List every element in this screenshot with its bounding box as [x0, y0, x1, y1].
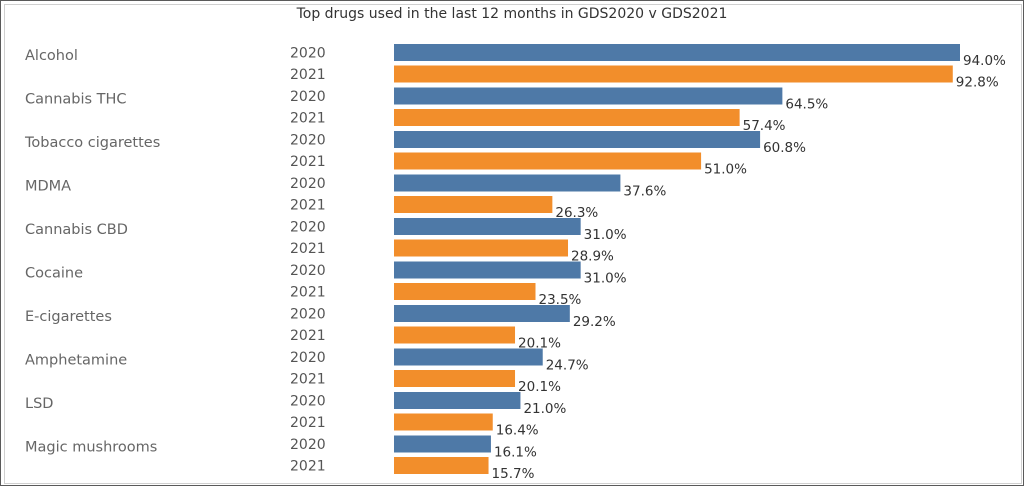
series-label-2021: 2021	[290, 67, 326, 83]
series-label-2021: 2021	[290, 198, 326, 214]
series-label-2021: 2021	[290, 154, 326, 170]
series-label-2021: 2021	[290, 372, 326, 388]
data-label-amphetamine-2020: 24.7%	[546, 358, 589, 374]
category-label-lsd: LSD	[25, 396, 53, 412]
data-label-e-cigarettes-2020: 29.2%	[573, 314, 616, 330]
category-label-tobacco-cigarettes: Tobacco cigarettes	[24, 135, 160, 151]
chart-title: Top drugs used in the last 12 months in …	[296, 6, 728, 22]
data-label-amphetamine-2021: 20.1%	[518, 379, 561, 395]
bar-cannabis-thc-2020	[394, 87, 783, 105]
series-label-2020: 2020	[290, 437, 326, 453]
bar-cocaine-2020	[394, 261, 581, 279]
bar-cannabis-cbd-2020	[394, 218, 581, 235]
bar-cannabis-cbd-2021	[394, 239, 569, 257]
category-label-e-cigarettes: E-cigarettes	[25, 309, 112, 325]
data-label-lsd-2021: 16.4%	[496, 423, 539, 439]
bar-alcohol-2021	[394, 65, 953, 83]
series-label-2020: 2020	[290, 176, 326, 192]
data-label-cocaine-2020: 31.0%	[584, 271, 627, 287]
category-label-cocaine: Cocaine	[25, 266, 83, 282]
bar-cannabis-thc-2021	[394, 109, 740, 126]
series-label-2021: 2021	[290, 241, 326, 257]
bar-tobacco-cigarettes-2020	[394, 131, 761, 148]
series-label-2020: 2020	[290, 46, 326, 62]
series-label-2021: 2021	[290, 415, 326, 431]
bar-e-cigarettes-2021	[394, 326, 516, 344]
data-label-magic-mushrooms-2020: 16.1%	[494, 445, 537, 461]
data-label-cannabis-thc-2020: 64.5%	[785, 97, 828, 113]
bar-lsd-2020	[394, 392, 521, 409]
bar-magic-mushrooms-2021	[394, 457, 489, 474]
data-label-cannabis-cbd-2021: 28.9%	[571, 249, 614, 265]
data-label-alcohol-2021: 92.8%	[956, 75, 999, 91]
bar-magic-mushrooms-2020	[394, 435, 491, 453]
data-label-cannabis-thc-2021: 57.4%	[743, 118, 786, 134]
bar-amphetamine-2020	[394, 348, 543, 366]
bar-mdma-2020	[394, 174, 621, 192]
series-label-2020: 2020	[290, 394, 326, 410]
bar-cocaine-2021	[394, 283, 536, 300]
series-label-2021: 2021	[290, 459, 326, 475]
series-label-2021: 2021	[290, 111, 326, 127]
data-label-e-cigarettes-2021: 20.1%	[518, 336, 561, 352]
series-label-2020: 2020	[290, 307, 326, 323]
data-label-cannabis-cbd-2020: 31.0%	[584, 227, 627, 243]
bar-alcohol-2020	[394, 44, 960, 61]
category-label-magic-mushrooms: Magic mushrooms	[25, 440, 157, 456]
data-label-tobacco-cigarettes-2021: 51.0%	[704, 162, 747, 178]
chart-inner-border	[4, 4, 1022, 484]
category-label-mdma: MDMA	[25, 179, 71, 195]
bar-mdma-2021	[394, 196, 553, 213]
series-label-2021: 2021	[290, 328, 326, 344]
data-label-mdma-2020: 37.6%	[623, 184, 666, 200]
series-label-2020: 2020	[290, 133, 326, 149]
category-label-alcohol: Alcohol	[25, 48, 78, 64]
series-label-2020: 2020	[290, 350, 326, 366]
series-label-2021: 2021	[290, 285, 326, 301]
data-label-alcohol-2020: 94.0%	[963, 53, 1006, 69]
category-label-amphetamine: Amphetamine	[25, 353, 127, 369]
series-label-2020: 2020	[290, 263, 326, 279]
bar-tobacco-cigarettes-2021	[394, 152, 702, 170]
category-label-cannabis-cbd: Cannabis CBD	[25, 222, 128, 238]
series-label-2020: 2020	[290, 220, 326, 236]
category-label-cannabis-thc: Cannabis THC	[25, 92, 127, 108]
data-label-cocaine-2021: 23.5%	[539, 292, 582, 308]
bar-e-cigarettes-2020	[394, 305, 570, 322]
data-label-mdma-2021: 26.3%	[555, 205, 598, 221]
bar-amphetamine-2021	[394, 370, 516, 387]
data-label-magic-mushrooms-2021: 15.7%	[492, 466, 535, 482]
data-label-tobacco-cigarettes-2020: 60.8%	[763, 140, 806, 156]
data-label-lsd-2020: 21.0%	[523, 401, 566, 417]
bar-lsd-2021	[394, 413, 493, 431]
series-label-2020: 2020	[290, 89, 326, 105]
